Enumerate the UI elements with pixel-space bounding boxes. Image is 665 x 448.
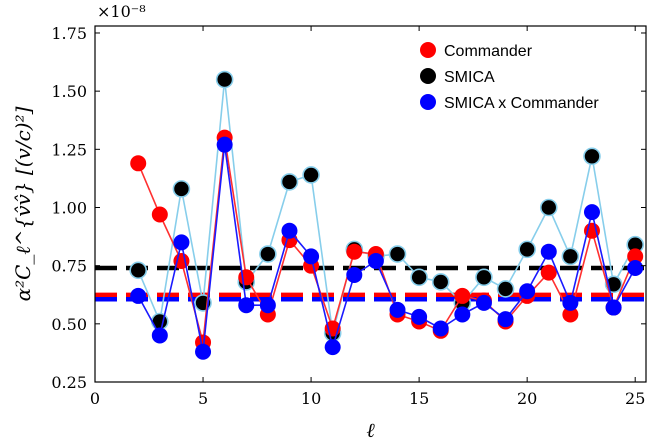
data-point-smica-x-commander xyxy=(238,297,255,314)
data-point-smica-x-commander xyxy=(519,283,536,300)
series-line-smica-x-commander xyxy=(137,144,636,352)
data-point-commander xyxy=(346,243,363,260)
data-point-smica xyxy=(410,268,428,287)
data-point-smica xyxy=(518,240,536,259)
data-point-smica-x-commander xyxy=(389,301,406,318)
y-tick-label: 1.75 xyxy=(51,24,87,43)
series-line-smica xyxy=(137,79,636,334)
legend-marker-commander xyxy=(420,42,436,58)
data-point-smica-x-commander xyxy=(281,222,298,239)
data-point-smica-x-commander xyxy=(367,253,384,270)
data-point-smica-x-commander xyxy=(130,287,147,304)
data-point-smica xyxy=(388,245,407,263)
series-group xyxy=(129,70,644,360)
y-tick-label: 1.50 xyxy=(51,82,87,101)
legend: Commander SMICA SMICA x Commander xyxy=(420,42,599,112)
plot-frame xyxy=(94,25,647,383)
data-point-smica-x-commander xyxy=(454,306,471,323)
data-point-smica-x-commander xyxy=(605,299,622,316)
x-axis-label: ℓ xyxy=(366,418,375,442)
data-point-smica-x-commander xyxy=(259,297,276,314)
x-tick-label: 20 xyxy=(517,389,537,408)
data-point-smica-x-commander xyxy=(324,339,341,356)
data-point-commander xyxy=(151,206,168,223)
data-point-smica xyxy=(496,280,515,298)
data-point-smica xyxy=(431,273,450,291)
y-axis-label: α²C_ℓ^{v̂v̂} [(v/c)²] xyxy=(11,106,35,301)
y-tick-label: 0.50 xyxy=(51,315,87,334)
data-point-commander xyxy=(454,287,471,304)
data-point-smica-x-commander xyxy=(583,204,600,221)
data-point-smica xyxy=(129,261,148,280)
x-tick-label: 15 xyxy=(409,389,429,408)
legend-label-smica: SMICA xyxy=(444,69,495,86)
data-point-smica-x-commander xyxy=(432,320,449,337)
legend-label-smica-x-commander: SMICA x Commander xyxy=(444,95,599,112)
data-point-smica xyxy=(172,180,191,198)
y-tick-label: 0.25 xyxy=(51,373,87,392)
legend-marker-smica-x-commander xyxy=(420,94,436,110)
y-tick-label: 1.25 xyxy=(51,140,87,159)
x-tick-label: 10 xyxy=(301,389,321,408)
plot-background xyxy=(95,26,646,382)
data-point-smica xyxy=(561,247,580,266)
legend-label-commander: Commander xyxy=(444,43,533,60)
data-point-smica-x-commander xyxy=(411,308,428,325)
data-point-smica-x-commander xyxy=(195,343,212,360)
data-point-smica xyxy=(215,70,234,89)
data-point-commander xyxy=(627,248,644,265)
data-point-smica-x-commander xyxy=(216,136,233,153)
data-point-commander xyxy=(540,264,557,281)
data-point-smica xyxy=(583,147,601,166)
data-point-smica xyxy=(475,268,493,287)
data-point-smica-x-commander xyxy=(562,294,579,311)
data-point-commander xyxy=(130,155,147,172)
data-point-smica-x-commander xyxy=(173,234,190,251)
legend-marker-smica xyxy=(420,68,436,84)
data-point-smica xyxy=(539,198,558,217)
axes: 0 5 10 15 20 25 0.25 0.50 0.75 1.00 1.25 1.50 1.75 ×1… xyxy=(11,2,647,442)
data-point-commander xyxy=(562,306,579,323)
x-tick-label: 25 xyxy=(625,389,645,408)
y-multiplier: ×10⁻⁸ xyxy=(97,2,146,21)
data-point-smica-x-commander xyxy=(497,311,514,328)
data-point-commander xyxy=(238,269,255,286)
y-tick-label: 0.75 xyxy=(51,257,87,276)
data-point-smica-x-commander xyxy=(627,259,644,276)
plot-area xyxy=(95,26,646,382)
data-point-smica-x-commander xyxy=(475,294,492,311)
data-point-smica xyxy=(151,312,169,331)
data-point-smica-x-commander xyxy=(346,266,363,283)
y-tick-label: 1.00 xyxy=(51,198,87,217)
data-point-smica xyxy=(259,245,277,263)
data-point-smica xyxy=(302,166,320,184)
x-tick-label: 0 xyxy=(90,389,100,408)
x-tick-label: 5 xyxy=(198,389,208,408)
data-point-smica-x-commander xyxy=(151,327,168,344)
data-point-smica xyxy=(280,173,299,191)
data-point-smica-x-commander xyxy=(540,243,557,260)
data-point-smica-x-commander xyxy=(303,248,320,265)
